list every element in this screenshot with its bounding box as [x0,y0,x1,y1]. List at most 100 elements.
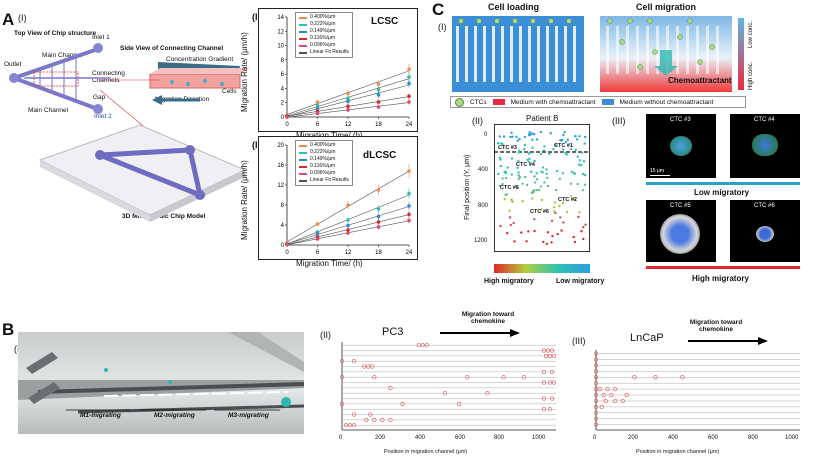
row-plot-point [541,380,547,385]
scatter-point [543,181,546,184]
scatter-point [508,216,512,219]
scatter-point [569,195,573,198]
scatter-point [510,198,513,201]
chart3-point [407,191,411,196]
row-plot-point [541,348,547,353]
row-plot-point [545,348,551,353]
scatter-point [580,230,583,233]
chart3-ylabel: Migration Rate/ (μm/h) [240,160,249,240]
cell-loading-label: Cell loading [488,2,540,12]
high-migratory-colorbar-label: High migratory [484,278,534,285]
scatter-point [538,188,541,192]
scatter-point [556,232,559,236]
inlet2-port [93,104,103,114]
scatter-point [551,234,554,238]
scatter-point [581,172,585,176]
scatter-point [584,173,587,177]
pc3-label: PC3 [382,326,404,338]
row-plot-point [552,380,557,385]
chart2-point [346,108,350,112]
legend-row: 0.222%/μm [299,149,349,156]
row-plot-point [416,343,421,348]
row-plot-point [352,423,357,428]
row-plot-point [593,375,599,380]
scatter-point [539,130,543,134]
row-plot-point [366,364,371,369]
legend-swatch [299,165,307,168]
chart2-point [376,100,381,104]
chart2-point [407,100,411,104]
legend-swatch-fit [299,51,307,54]
scatter-point [526,158,529,161]
scatter-point [516,139,519,142]
chart3-point [376,207,381,211]
ctc4-image-label: CTC #4 [754,117,775,123]
lncap-xtick-0: 0 [593,435,597,441]
ytick-0: 0 [484,132,488,138]
scatter-point [506,232,509,235]
scatter-point [501,177,504,180]
chart2-xtick-label: 24 [406,122,413,128]
row-plot-point [457,401,462,406]
scatter-point [505,176,508,180]
scatter-point [572,235,575,239]
scatter-point [509,135,512,139]
scatter-point [553,201,557,204]
chart3-xtick-label: 18 [375,250,382,256]
scatter-point [521,182,524,185]
scatter-point [584,223,587,226]
ctc6-cell [756,226,774,242]
patient-label: Patient B [526,114,559,123]
scatter-point [513,240,516,243]
scatter-point [562,221,565,224]
chart3-point [285,242,289,247]
row-plot-point [485,391,490,396]
legend-row: 0.096%/μm [299,42,349,49]
scatter-point [546,176,549,180]
chart2-xtick-label: 0 [285,122,289,128]
outlet-port [9,73,19,83]
chart3-title: dLCSC [363,150,397,161]
scatter-point [504,170,507,174]
chart3-point [346,223,350,228]
row-plot-point [593,357,599,362]
scatter-point [510,173,513,176]
ctc4-image: CTC #4 [730,114,800,178]
scatter-point [570,170,573,173]
scatter-point [566,138,569,141]
scatter-point [574,135,577,138]
chart2-ytick-label: 8 [281,58,285,64]
chip-3d-channels [97,147,203,198]
row-plot-point [339,401,345,406]
row-plot-point [593,410,599,415]
row-plot-point [624,392,629,398]
scatter-point [580,164,583,167]
scatter-point [553,206,556,209]
scatter-point [539,185,543,188]
chart2-point [346,99,350,104]
row-plot-point [368,412,373,417]
scatter-point [499,164,502,168]
row-plot-point [593,398,599,404]
m1-label: M1-migrating [80,412,121,419]
row-plot-point [364,417,369,422]
scatter-point [558,177,561,180]
legend-label: 0.222%/μm [310,21,336,27]
scatter-point [569,182,573,185]
pc3-plot [339,342,557,431]
scatter-point [576,182,579,186]
scatter-point [553,210,556,213]
scatter-point [561,148,565,151]
scatter-point [559,139,562,142]
chart2-xtick-label: 12 [345,122,352,128]
chart3-xtick-label: 24 [406,250,413,256]
scatter-ylabel: Final position (Y, μm) [464,154,471,220]
row-plot-point [593,381,599,386]
scatter-point [540,208,543,211]
chart3-ytick-label: 16 [277,163,284,169]
ctc4-label: CTC #4 [516,162,535,168]
ctc-legend-label: CTCs [470,98,487,106]
scatter-point [506,166,509,169]
legend-label: 0.096%/μm [310,42,336,48]
scatter-point [560,229,563,232]
